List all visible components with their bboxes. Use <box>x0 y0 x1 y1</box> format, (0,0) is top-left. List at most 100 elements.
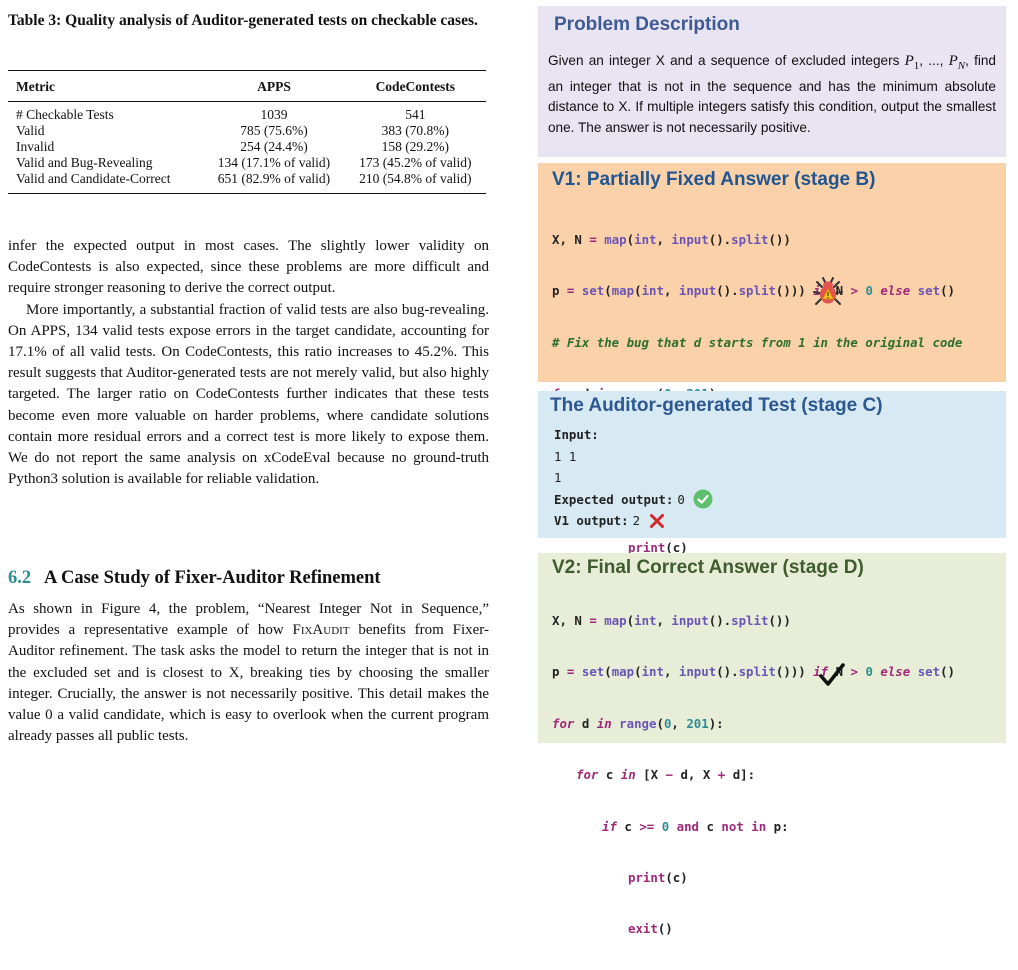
table-cell: 173 (45.2% of valid) <box>359 155 472 170</box>
code-token: c <box>699 818 722 834</box>
header-metric: Metric <box>16 78 55 94</box>
code-token: X, N <box>552 613 590 628</box>
check-circle-icon <box>693 489 713 509</box>
text-span: benefits from Fixer-Auditor refinement. … <box>8 622 489 745</box>
code-line: for c in [X − d, X + d]: <box>552 764 955 785</box>
text-span: Given an integer X and a sequence of exc… <box>548 53 905 68</box>
code-line: X, N = map(int, input().split()) <box>552 229 962 250</box>
code-token: map <box>604 613 627 628</box>
code-token: ( <box>626 232 635 247</box>
code-token: = <box>566 664 575 680</box>
expected-output-label: Expected output: <box>554 491 674 507</box>
code-token: = <box>566 283 575 299</box>
code-token: split <box>738 283 776 299</box>
code-token: , <box>671 715 687 731</box>
table-row: Invalid 254 (24.4%) 158 (29.2%) <box>8 139 486 155</box>
table-cell: 541 <box>405 107 426 122</box>
math-sub: N <box>957 60 966 72</box>
code-token: set <box>581 283 605 299</box>
code-token: , <box>663 283 679 299</box>
panel-title: The Auditor-generated Test (stage C) <box>550 395 883 416</box>
table-cell: 785 (75.6%) <box>240 123 308 138</box>
table-cell: Invalid <box>16 139 55 154</box>
code-token: ( <box>604 664 612 680</box>
code-token: ()) <box>768 232 791 247</box>
code-token: in <box>596 715 612 731</box>
input-label: Input: <box>554 427 599 442</box>
code-token: in <box>743 818 767 834</box>
section-heading: 6.2 A Case Study of Fixer-Auditor Refinem… <box>8 568 489 589</box>
code-token: 201 <box>686 715 709 731</box>
table-cell: 1039 <box>260 107 288 122</box>
code-token: for <box>576 767 599 783</box>
code-token: if <box>813 664 829 680</box>
paragraph: More importantly, a substantial fraction… <box>8 301 489 488</box>
math-base: P <box>904 53 914 69</box>
code-token: map <box>611 664 635 680</box>
code-token: int <box>641 664 664 680</box>
code-token: () <box>940 283 955 299</box>
code-token: (c) <box>665 540 688 556</box>
table-row: Valid 785 (75.6%) 383 (70.8%) <box>8 123 486 139</box>
code-token: if <box>602 818 617 834</box>
v1-output-value: 2 <box>632 513 641 528</box>
code-token: print <box>628 540 666 556</box>
code-token: ())) <box>775 664 814 680</box>
code-token: (c) <box>665 869 688 885</box>
code-token: N <box>828 283 851 299</box>
v1-output-row: V1 output: 2 <box>554 510 713 532</box>
code-line: for d in range(0, 201): <box>552 713 955 734</box>
code-line: print(c) <box>552 867 955 888</box>
table-row: Valid and Candidate-Correct 651 (82.9% o… <box>8 171 486 194</box>
math-p1: P1 <box>904 53 920 72</box>
code-line: p = set(map(int, input().split())) if N … <box>552 280 962 301</box>
code-token: d <box>574 715 597 731</box>
code-token: input <box>671 613 709 628</box>
text-span: , find an integer that is not in the seq… <box>548 53 996 135</box>
code-token: ( <box>626 613 635 628</box>
code-token: split <box>731 232 769 247</box>
v1-panel: V1: Partially Fixed Answer (stage B) X, … <box>538 163 1006 607</box>
table-cell: Valid and Bug-Revealing <box>16 155 153 170</box>
code-token: set <box>910 664 941 680</box>
paragraph: As shown in Figure 4, the problem, “Near… <box>8 599 489 747</box>
panel-title: V1: Partially Fixed Answer (stage B) <box>552 169 876 190</box>
code-token: 0 <box>858 283 881 299</box>
code-token: ): <box>708 715 724 731</box>
problem-text: Given an integer X and a sequence of exc… <box>548 51 996 138</box>
system-name: FixAudit <box>292 622 350 639</box>
table-cell: 254 (24.4%) <box>240 139 308 154</box>
code-token: , <box>663 664 679 680</box>
checkmark-icon <box>819 663 845 686</box>
header-apps: APPS <box>257 78 291 94</box>
table-cell: Valid and Candidate-Correct <box>16 171 171 186</box>
section-title: A Case Study of Fixer-Auditor Refinement <box>44 568 381 588</box>
code-token: = <box>589 613 597 628</box>
code-token: ()) <box>768 613 791 628</box>
test-case: Input: 1 1 1 Expected output: 0 V1 outpu… <box>554 424 713 532</box>
math-base: P <box>948 53 958 69</box>
code-token: d]: <box>725 767 756 783</box>
code-token: (). <box>708 613 732 628</box>
code-token: for <box>552 715 575 731</box>
code-token: p: <box>766 818 789 834</box>
code-token: int <box>634 232 657 247</box>
code-token: int <box>634 613 657 628</box>
code-line: print(c) <box>552 537 962 558</box>
code-token: () <box>657 921 673 937</box>
code-token: input <box>678 283 717 299</box>
code-token: [X <box>635 767 666 783</box>
code-token: X, N <box>552 232 590 247</box>
v1-output-label: V1 output: <box>554 513 629 528</box>
code-comment: # Fix the bug that d starts from 1 in th… <box>552 334 963 350</box>
code-token: 0 <box>663 715 672 731</box>
code-token: p <box>552 283 567 299</box>
code-line: p = set(map(int, input().split())) if N … <box>552 661 955 682</box>
code-token: ( <box>656 715 664 731</box>
code-token: c <box>616 818 640 834</box>
code-token: input <box>678 664 717 680</box>
cross-icon <box>650 513 665 528</box>
table-cell: 158 (29.2%) <box>381 139 450 154</box>
code-token: set <box>910 283 941 299</box>
code-token: () <box>940 664 955 680</box>
